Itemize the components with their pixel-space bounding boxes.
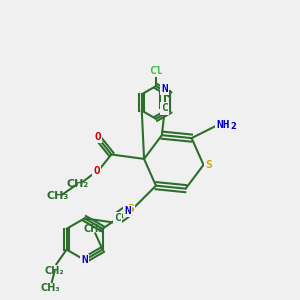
- Text: C: C: [161, 103, 168, 113]
- Text: N: N: [124, 206, 131, 216]
- Text: S: S: [206, 160, 212, 170]
- Text: N: N: [161, 84, 168, 94]
- Text: NH: NH: [216, 120, 230, 130]
- Text: S: S: [127, 204, 135, 214]
- Text: 2: 2: [231, 122, 237, 131]
- Text: CH₃: CH₃: [84, 224, 104, 234]
- Text: O: O: [93, 167, 100, 176]
- Text: CH₃: CH₃: [40, 283, 60, 292]
- Text: CH₃: CH₃: [46, 191, 68, 201]
- Text: CH₂: CH₂: [66, 179, 88, 189]
- Text: O: O: [94, 132, 101, 142]
- Text: CH₂: CH₂: [45, 266, 64, 276]
- Text: N: N: [81, 255, 88, 265]
- Text: Cl: Cl: [149, 66, 163, 76]
- Text: C: C: [114, 213, 121, 224]
